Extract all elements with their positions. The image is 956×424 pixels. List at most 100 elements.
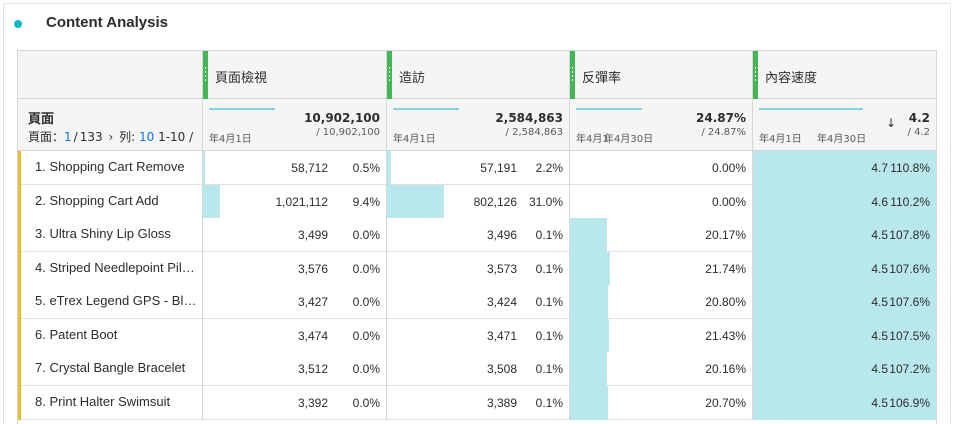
cell-pv[interactable]: 3,512 0.0%	[202, 352, 386, 386]
cell-bounce[interactable]: 21.43%	[569, 318, 752, 353]
cell-bounce[interactable]: 20.80%	[569, 285, 752, 319]
cell-vel[interactable]: 4.6 110.2%	[752, 184, 936, 219]
row-item-name[interactable]: 1. Shopping Cart Remove	[35, 159, 185, 174]
cell-bounce[interactable]: 21.74%	[569, 251, 752, 286]
page-current[interactable]: 1	[64, 130, 72, 144]
cell-percent: 107.2%	[889, 362, 930, 376]
metric-name: 內容速度	[765, 71, 818, 86]
cell-vel[interactable]: 4.5 107.2%	[752, 352, 936, 386]
cell-visits[interactable]: 3,496 0.1%	[386, 218, 569, 252]
row-item-name[interactable]: 3. Ultra Shiny Lip Gloss	[35, 226, 171, 241]
cell-visits[interactable]: 3,424 0.1%	[386, 285, 569, 319]
value-bar	[753, 151, 936, 185]
cell-value: 802,126	[473, 194, 517, 209]
cell-value: 3,573	[486, 261, 517, 276]
cell-percent: 0.1%	[535, 261, 563, 276]
drag-handle-icon[interactable]	[203, 51, 208, 99]
cell-vel[interactable]: 4.5 107.6%	[752, 251, 936, 286]
cell-vel[interactable]: 4.5 107.5%	[752, 318, 936, 353]
drag-handle-icon[interactable]	[753, 51, 758, 99]
row-marker	[18, 318, 21, 353]
row-item-name[interactable]: 2. Shopping Cart Add	[35, 192, 159, 208]
date-start: 年4月1日	[759, 134, 802, 145]
table-row[interactable]: 1. Shopping Cart Remove 58,712 0.5% 57,191 2…	[18, 151, 936, 185]
table-row[interactable]: 3. Ultra Shiny Lip Gloss 3,499 0.0% 3,496 0.…	[18, 218, 936, 252]
rows-per-page-select[interactable]: 10	[138, 130, 155, 144]
cell-visits[interactable]: 3,508 0.1%	[386, 352, 569, 386]
cell-pv[interactable]: 3,392 0.0%	[202, 385, 386, 420]
value-bar	[753, 251, 936, 286]
cell-pv[interactable]: 58,712 0.5%	[202, 151, 386, 185]
next-page-icon[interactable]: ›	[108, 130, 114, 144]
cell-percent: 0.1%	[535, 295, 563, 309]
table-row[interactable]: 2. Shopping Cart Add 1,021,112 9.4% 802,126…	[18, 184, 936, 219]
trend-sparkline[interactable]	[759, 108, 863, 110]
cell-percent: 0.1%	[535, 328, 563, 343]
table-row[interactable]: 6. Patent Boot 3,474 0.0% 3,471 0.1% 21.43% 4.…	[18, 318, 936, 353]
row-item-name[interactable]: 5. eTrex Legend GPS - Blue	[35, 293, 197, 308]
drag-handle-icon[interactable]	[387, 51, 392, 99]
cell-pv[interactable]: 3,576 0.0%	[202, 251, 386, 286]
page-total: 133	[79, 130, 103, 144]
cell-percent: 107.5%	[889, 328, 930, 343]
panel-title[interactable]: Content Analysis	[46, 14, 168, 31]
cell-percent: 0.0%	[352, 395, 380, 410]
table-row[interactable]: 4. Striped Needlepoint Pillow 3,576 0.0% 3,…	[18, 251, 936, 286]
metric-header-content-velocity[interactable]: 內容速度	[752, 51, 936, 99]
cell-pv[interactable]: 1,021,112 9.4%	[202, 184, 386, 219]
cell-percent: 0.1%	[535, 362, 563, 376]
cell-visits[interactable]: 3,389 0.1%	[386, 385, 569, 420]
cell-vel[interactable]: 4.5 106.9%	[752, 385, 936, 420]
value-bar	[203, 151, 205, 185]
cell-value: 3,508	[486, 362, 517, 376]
value-bar	[570, 352, 607, 386]
cell-value: 4.5	[871, 261, 888, 276]
cell-pv[interactable]: 3,427 0.0%	[202, 285, 386, 319]
metric-header-bounce-rate[interactable]: 反彈率	[569, 51, 752, 99]
cell-visits[interactable]: 3,573 0.1%	[386, 251, 569, 286]
cell-bounce[interactable]: 20.70%	[569, 385, 752, 420]
row-item-name[interactable]: 6. Patent Boot	[35, 326, 118, 342]
cell-value: 20.17%	[705, 228, 746, 242]
cell-value: 3,471	[486, 328, 517, 343]
cell-visits[interactable]: 802,126 31.0%	[386, 184, 569, 219]
metric-header-visits[interactable]: 造訪	[386, 51, 569, 99]
cell-value: 4.5	[871, 295, 888, 309]
cell-visits[interactable]: 57,191 2.2%	[386, 151, 569, 185]
cell-value: 4.5	[871, 395, 888, 410]
cell-vel[interactable]: 4.5 107.6%	[752, 285, 936, 319]
cell-bounce[interactable]: 20.16%	[569, 352, 752, 386]
dimension-header: 頁面 頁面：1/133 › 列: 10 1-10 /	[18, 99, 202, 151]
sort-descending-icon[interactable]: ↓	[885, 116, 896, 130]
cell-visits[interactable]: 3,471 0.1%	[386, 318, 569, 353]
trend-sparkline[interactable]	[209, 108, 275, 110]
cell-bounce[interactable]: 0.00%	[569, 184, 752, 219]
row-marker	[18, 385, 21, 420]
dimension-name[interactable]: 頁面	[28, 112, 55, 127]
metric-header-page-views[interactable]: 頁面檢視	[202, 51, 386, 99]
table-row[interactable]: 8. Print Halter Swimsuit 3,392 0.0% 3,389 0.…	[18, 385, 936, 420]
cell-vel[interactable]: 4.5 107.8%	[752, 218, 936, 252]
value-bar	[387, 151, 391, 185]
row-item-name[interactable]: 7. Crystal Bangle Bracelet	[35, 360, 186, 375]
trend-sparkline[interactable]	[576, 108, 642, 110]
metric-total-sub: / 4.2	[907, 127, 930, 138]
cell-bounce[interactable]: 20.17%	[569, 218, 752, 252]
date-end: 年4月30日	[604, 134, 654, 145]
cell-pv[interactable]: 3,499 0.0%	[202, 218, 386, 252]
drag-handle-icon[interactable]	[570, 51, 575, 99]
row-item-name[interactable]: 8. Print Halter Swimsuit	[35, 393, 171, 409]
cell-percent: 0.0%	[352, 228, 380, 242]
table-row[interactable]: 7. Crystal Bangle Bracelet 3,512 0.0% 3,508…	[18, 352, 936, 386]
summary-row: 頁面 頁面：1/133 › 列: 10 1-10 / 10,902,100 / …	[18, 99, 936, 151]
trend-sparkline[interactable]	[393, 108, 459, 110]
row-item-name[interactable]: 4. Striped Needlepoint Pillow	[35, 259, 197, 275]
cell-vel[interactable]: 4.7 110.8%	[752, 151, 936, 185]
cell-percent: 106.9%	[889, 395, 930, 410]
table-row[interactable]: 5. eTrex Legend GPS - Blue 3,427 0.0% 3,424…	[18, 285, 936, 319]
cell-percent: 0.0%	[352, 261, 380, 276]
value-bar	[570, 218, 607, 252]
metric-name: 頁面檢視	[215, 71, 268, 86]
cell-bounce[interactable]: 0.00%	[569, 151, 752, 185]
cell-pv[interactable]: 3,474 0.0%	[202, 318, 386, 353]
